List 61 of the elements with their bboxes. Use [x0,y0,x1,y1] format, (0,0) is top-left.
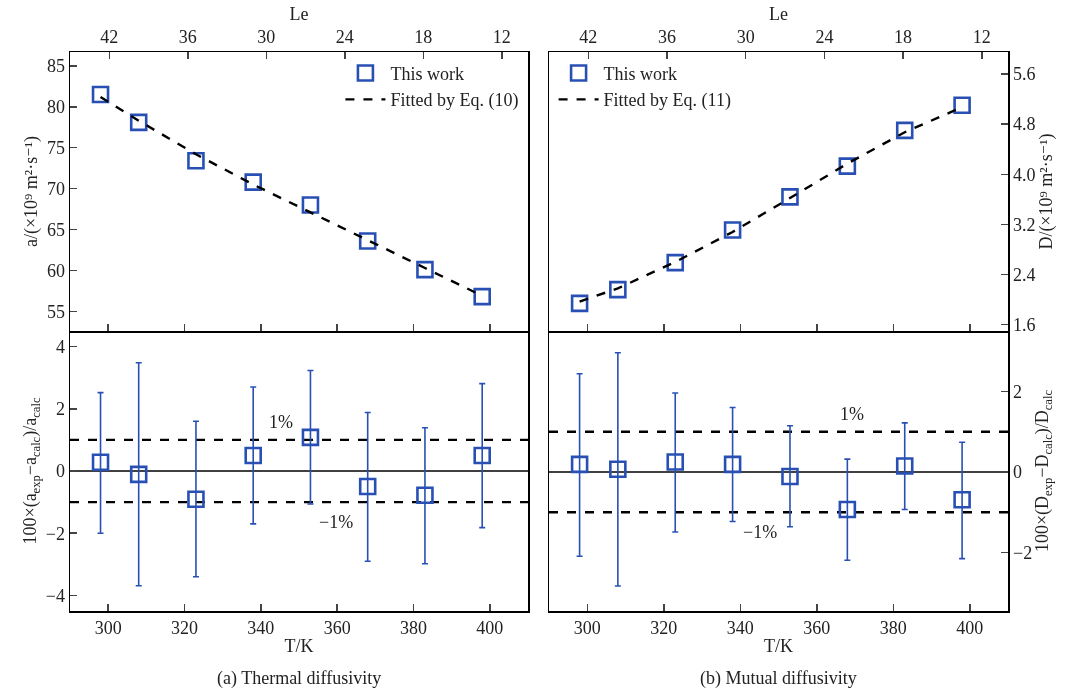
x-axis-title: T/K [284,635,314,656]
x2-tick-label: 30 [736,27,755,48]
x2-tick-label: 36 [658,27,677,48]
legend-label: This work [603,64,678,85]
x-tick-label: 400 [476,618,504,639]
legend-label: This work [390,64,464,85]
x-tick-label: 300 [573,618,601,639]
y2-tick-label: 4.0 [1013,164,1036,185]
y2-tick-label: 5.6 [1013,64,1036,85]
y-tick-label: 80 [46,97,65,118]
x2-tick-label: 30 [257,27,276,48]
y2-tick-label: 0 [1013,462,1023,483]
y-tick-label: 65 [46,219,65,240]
x2-tick-label: 12 [492,27,511,48]
y2-tick-label: −2 [1013,542,1033,563]
ref-line-label: 1% [840,404,864,424]
ref-line-label: 1% [269,412,293,432]
y-tick-label: 4 [55,336,65,357]
legend-label: Fitted by Eq. (10) [390,90,519,112]
x2-tick-label: 24 [815,27,834,48]
x2-tick-label: 24 [335,27,354,48]
x2-tick-label: 42 [100,27,119,48]
y-tick-label: 0 [55,461,65,482]
x2-axis-title: Le [289,3,309,24]
x-tick-label: 360 [323,618,351,639]
y2-axis-title: D/(×10⁹ m²·s⁻¹) [1035,133,1057,250]
x2-tick-label: 18 [894,27,913,48]
x-tick-label: 360 [803,618,831,639]
x-tick-label: 300 [94,618,122,639]
y2-tick-label: 1.6 [1013,315,1036,336]
x-tick-label: 400 [956,618,984,639]
y-tick-label: 75 [46,138,65,159]
x2-tick-label: 42 [579,27,598,48]
y-tick-label: 2 [55,399,65,420]
y-axis-title: a/(×10⁹ m²·s⁻¹) [21,135,43,248]
x-tick-label: 320 [171,618,198,639]
y2-tick-label: 3.2 [1013,214,1036,235]
x2-tick-label: 12 [972,27,991,48]
y2-tick-label: 4.8 [1013,114,1036,135]
x2-tick-label: 36 [178,27,197,48]
x2-tick-label: 18 [414,27,433,48]
ref-line-label: −1% [743,522,778,542]
y-tick-label: −4 [45,585,65,606]
x-axis-title: T/K [764,635,793,656]
x-tick-label: 340 [726,618,754,639]
text: (a) Thermal diffusivity [217,668,382,689]
x2-axis-title: Le [769,3,788,24]
x-tick-label: 320 [650,618,678,639]
x-tick-label: 380 [400,618,427,639]
x-tick-label: 340 [247,618,275,639]
y2-tick-label: 2.4 [1013,264,1036,285]
y-tick-label: 85 [46,56,65,77]
y-tick-label: 55 [46,301,65,322]
text: (b) Mutual diffusivity [700,668,857,689]
y-tick-label: 70 [46,178,65,199]
legend-label: Fitted by Eq. (11) [603,90,731,112]
y-tick-label: 60 [46,260,65,281]
x-tick-label: 380 [879,618,907,639]
y2-tick-label: 2 [1013,381,1023,402]
ref-line-label: −1% [319,512,354,532]
y-tick-label: −2 [45,523,65,544]
